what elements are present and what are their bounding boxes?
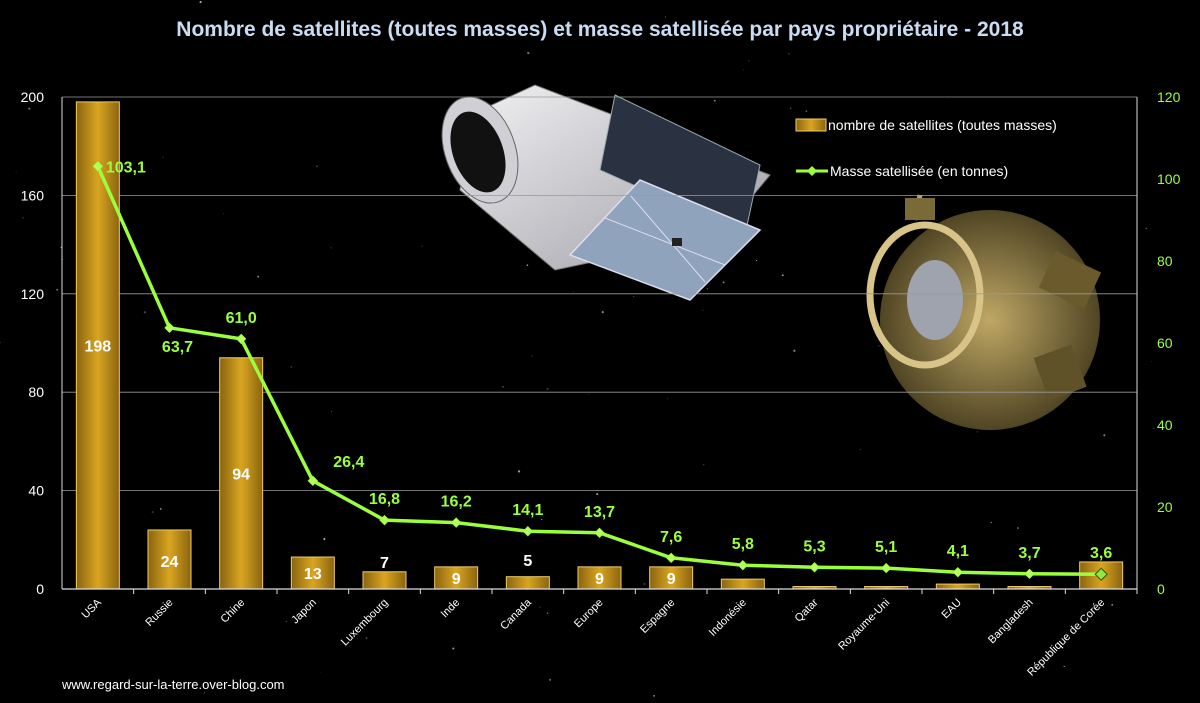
bar-label: 198	[84, 338, 111, 355]
x-tick-label: Europe	[572, 597, 606, 631]
line-label: 16,2	[441, 494, 472, 511]
bar-Japon	[290, 556, 335, 590]
line-label: 5,3	[803, 538, 825, 555]
x-tick-label: Japon	[289, 597, 319, 627]
line-label: 26,4	[333, 454, 364, 471]
line-label: 5,1	[875, 539, 897, 556]
line-label: 61,0	[226, 310, 257, 327]
x-tick-label: République de Corée	[1025, 597, 1107, 679]
line-label: 3,7	[1018, 545, 1040, 562]
bar-label: 9	[595, 571, 604, 588]
satellite-illustration	[441, 84, 771, 301]
line-point-Chine	[235, 333, 247, 345]
x-tick-label: Russie	[143, 597, 175, 629]
bar-USA	[75, 101, 120, 590]
x-tick-label: Canada	[498, 596, 534, 632]
y-left-tick: 40	[28, 483, 44, 499]
bar-label: 13	[304, 566, 322, 583]
line-point-Luxembourg	[379, 514, 390, 526]
bar-EAU	[935, 583, 980, 590]
line-point-Inde	[450, 517, 462, 528]
y-right-tick: 100	[1157, 171, 1181, 187]
y-right-tick: 20	[1157, 499, 1173, 515]
line-point-Qatar	[809, 562, 820, 573]
y-left-tick: 200	[21, 89, 45, 105]
line-point-Canada	[522, 525, 534, 537]
star-background	[0, 1, 1155, 697]
x-tick-label: EAU	[939, 597, 964, 622]
x-tick-label: Royaume-Uni	[836, 597, 892, 653]
legend-swatch-bar	[795, 118, 827, 132]
chart-title: Nombre de satellites (toutes masses) et …	[176, 18, 1024, 41]
bar-Luxembourg	[362, 571, 407, 590]
y-left-tick: 160	[21, 187, 45, 203]
line-point-République de Corée	[1094, 567, 1108, 581]
line-label: 3,6	[1090, 545, 1112, 562]
source-url: www.regard-sur-la-terre.over-blog.com	[62, 677, 285, 692]
line-label: 14,1	[512, 502, 543, 519]
bar-label: 5	[523, 553, 532, 570]
bar-label: 94	[232, 466, 250, 483]
x-tick-label: Chine	[218, 597, 247, 626]
bar-label: 24	[161, 554, 179, 571]
bar-Indonésie	[720, 578, 765, 590]
legend: nombre de satellites (toutes masses) Mass…	[795, 117, 1057, 179]
line-point-EAU	[952, 566, 964, 578]
line-point-Russie	[164, 322, 175, 334]
x-tick-label: Luxembourg	[339, 597, 391, 649]
y-right-tick: 40	[1157, 417, 1173, 433]
line-point-USA	[92, 161, 104, 172]
x-tick-label: USA	[79, 596, 104, 621]
y-right-tick: 120	[1157, 89, 1181, 105]
bar-Chine	[219, 357, 264, 590]
line-point-Japon	[307, 475, 319, 486]
x-tick-label: Bangladesh	[986, 597, 1036, 647]
x-tick-label: Inde	[439, 597, 463, 621]
satellite-illustration-2	[866, 194, 1102, 430]
bar-Canada	[505, 576, 550, 590]
bar-label: 9	[452, 571, 461, 588]
legend-label-bar: nombre de satellites (toutes masses)	[828, 117, 1057, 133]
line-point-Bangladesh	[1024, 568, 1035, 580]
line-label: 5,8	[732, 536, 754, 553]
y-right-tick: 80	[1157, 253, 1173, 269]
line-label: 103,1	[106, 159, 146, 176]
bar-label: 7	[380, 555, 389, 572]
line-label: 63,7	[162, 339, 193, 356]
line-point-Indonésie	[737, 560, 749, 571]
y-left-tick: 120	[21, 286, 45, 302]
legend-label-line: Masse satellisée (en tonnes)	[830, 163, 1008, 179]
y-left-tick: 0	[36, 581, 44, 597]
line-point-Royaume-Uni	[880, 562, 892, 574]
y-right-tick: 0	[1157, 581, 1165, 597]
x-tick-label: Espagne	[638, 597, 677, 636]
legend-marker-line	[807, 166, 817, 176]
y-left-tick: 80	[28, 384, 44, 400]
x-tick-label: Qatar	[793, 596, 821, 624]
bar-label: 9	[667, 571, 676, 588]
line-label: 7,6	[660, 529, 682, 546]
line-label: 16,8	[369, 491, 400, 508]
line-label: 13,7	[584, 504, 615, 521]
x-tick-label: Indonésie	[707, 597, 749, 639]
y-right-tick: 60	[1157, 335, 1173, 351]
line-point-Espagne	[665, 552, 677, 564]
line-label: 4,1	[947, 543, 969, 560]
line-point-Europe	[594, 527, 605, 539]
